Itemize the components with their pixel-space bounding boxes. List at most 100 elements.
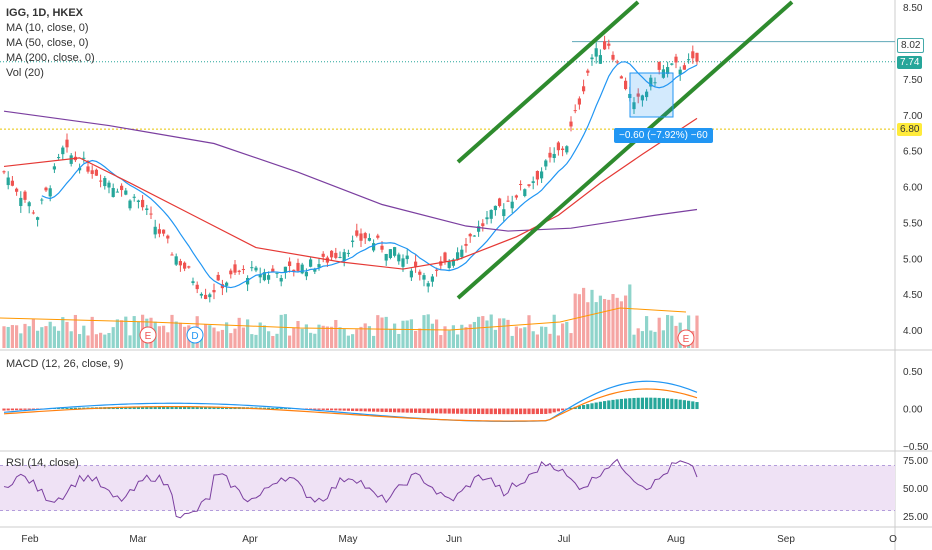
- volume-bar: [6, 326, 10, 348]
- volume-bar: [283, 314, 287, 348]
- volume-bar: [653, 331, 657, 348]
- candle-body: [330, 250, 334, 258]
- candle-body: [603, 41, 607, 50]
- ma200-line: [3, 110, 698, 232]
- candle-body: [649, 77, 653, 87]
- macd-histogram-bar: [527, 408, 531, 415]
- candle-body: [241, 269, 245, 271]
- macd-histogram-bar: [23, 408, 27, 410]
- macd-histogram-bar: [619, 398, 623, 410]
- candle-body: [162, 229, 166, 234]
- candle-body: [2, 171, 6, 173]
- time-tick-label: Mar: [129, 534, 147, 545]
- volume-bar: [573, 293, 577, 348]
- candle-body: [216, 274, 220, 281]
- level-tag: 6.80: [897, 123, 923, 136]
- volume-bar: [435, 319, 439, 348]
- macd-histogram-bar: [695, 402, 699, 410]
- macd-histogram-bar: [435, 408, 439, 414]
- macd-histogram-bar: [262, 407, 266, 410]
- volume-bar: [78, 334, 82, 348]
- candle-body: [582, 86, 586, 92]
- candle-body: [586, 70, 590, 73]
- candle-body: [636, 93, 640, 97]
- volume-bar: [229, 333, 233, 348]
- macd-histogram-bar: [603, 401, 607, 410]
- volume-bar: [649, 330, 653, 348]
- volume-bar: [178, 322, 182, 348]
- volume-bar: [460, 324, 464, 348]
- macd-histogram-bar: [598, 401, 602, 410]
- volume-bar: [216, 331, 220, 348]
- volume-bar: [430, 323, 434, 348]
- volume-bar: [628, 284, 632, 348]
- volume-bar: [401, 320, 405, 348]
- macd-histogram-bar: [422, 408, 426, 414]
- candle-body: [115, 191, 119, 193]
- volume-bar: [481, 316, 485, 348]
- macd-histogram-bar: [393, 408, 397, 413]
- candle-body: [90, 170, 94, 174]
- volume-bar: [485, 320, 489, 348]
- macd-histogram-bar: [447, 408, 451, 414]
- macd-histogram-bar: [544, 408, 548, 414]
- macd-histogram-bar: [481, 408, 485, 415]
- candle-body: [334, 252, 338, 258]
- volume-bar: [464, 327, 468, 348]
- volume-bar: [124, 316, 128, 348]
- candle-body: [447, 261, 451, 268]
- candle-body: [506, 200, 510, 202]
- macd-histogram-bar: [191, 406, 195, 410]
- volume-bar: [292, 327, 296, 348]
- volume-bar: [241, 327, 245, 348]
- volume-bar: [548, 333, 552, 348]
- price-tick-label: 4.50: [903, 290, 923, 301]
- macd-histogram-bar: [640, 397, 644, 410]
- macd-histogram-bar: [309, 408, 313, 410]
- candle-body: [678, 69, 682, 75]
- time-tick-label: May: [339, 534, 358, 545]
- candle-body: [510, 201, 514, 209]
- candle-body: [145, 208, 149, 210]
- macd-histogram-bar: [183, 406, 187, 410]
- volume-bar: [2, 326, 6, 348]
- macd-histogram-bar: [418, 408, 422, 413]
- candle-body: [40, 199, 44, 201]
- volume-bar: [15, 325, 19, 348]
- volume-bar: [288, 335, 292, 348]
- candle-body: [313, 268, 317, 272]
- legend-volume: Vol (20): [6, 67, 44, 79]
- candle-body: [6, 177, 10, 186]
- volume-bar: [414, 330, 418, 348]
- volume-bar: [405, 320, 409, 348]
- candle-body: [220, 284, 224, 289]
- candle-body: [409, 270, 413, 278]
- macd-histogram-bar: [569, 407, 573, 410]
- macd-line: [3, 380, 698, 422]
- macd-histogram-bar: [10, 408, 14, 411]
- candle-body: [670, 63, 674, 65]
- volume-bar: [561, 323, 565, 348]
- candle-body: [229, 270, 233, 275]
- volume-bar: [376, 315, 380, 348]
- volume-bar: [506, 319, 510, 348]
- macd-histogram-bar: [489, 408, 493, 415]
- macd-histogram-bar: [124, 406, 128, 410]
- candle-body: [472, 235, 476, 237]
- event-marker-label: E: [683, 334, 690, 345]
- candle-body: [300, 264, 304, 274]
- macd-histogram-bar: [325, 408, 329, 411]
- macd-histogram-bar: [141, 406, 145, 410]
- candle-body: [502, 209, 506, 217]
- macd-histogram-bar: [178, 406, 182, 410]
- macd-histogram-bar: [187, 406, 191, 410]
- volume-bar: [94, 334, 98, 348]
- candle-body: [254, 267, 258, 271]
- macd-histogram-bar: [388, 408, 392, 413]
- volume-bar: [120, 320, 124, 348]
- price-tick-label: 7.00: [903, 111, 923, 122]
- volume-bar: [330, 326, 334, 348]
- volume-bar: [523, 327, 527, 348]
- candle-body: [666, 67, 670, 74]
- macd-histogram-bar: [57, 408, 61, 410]
